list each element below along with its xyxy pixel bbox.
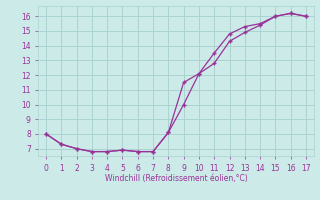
X-axis label: Windchill (Refroidissement éolien,°C): Windchill (Refroidissement éolien,°C) — [105, 174, 247, 183]
